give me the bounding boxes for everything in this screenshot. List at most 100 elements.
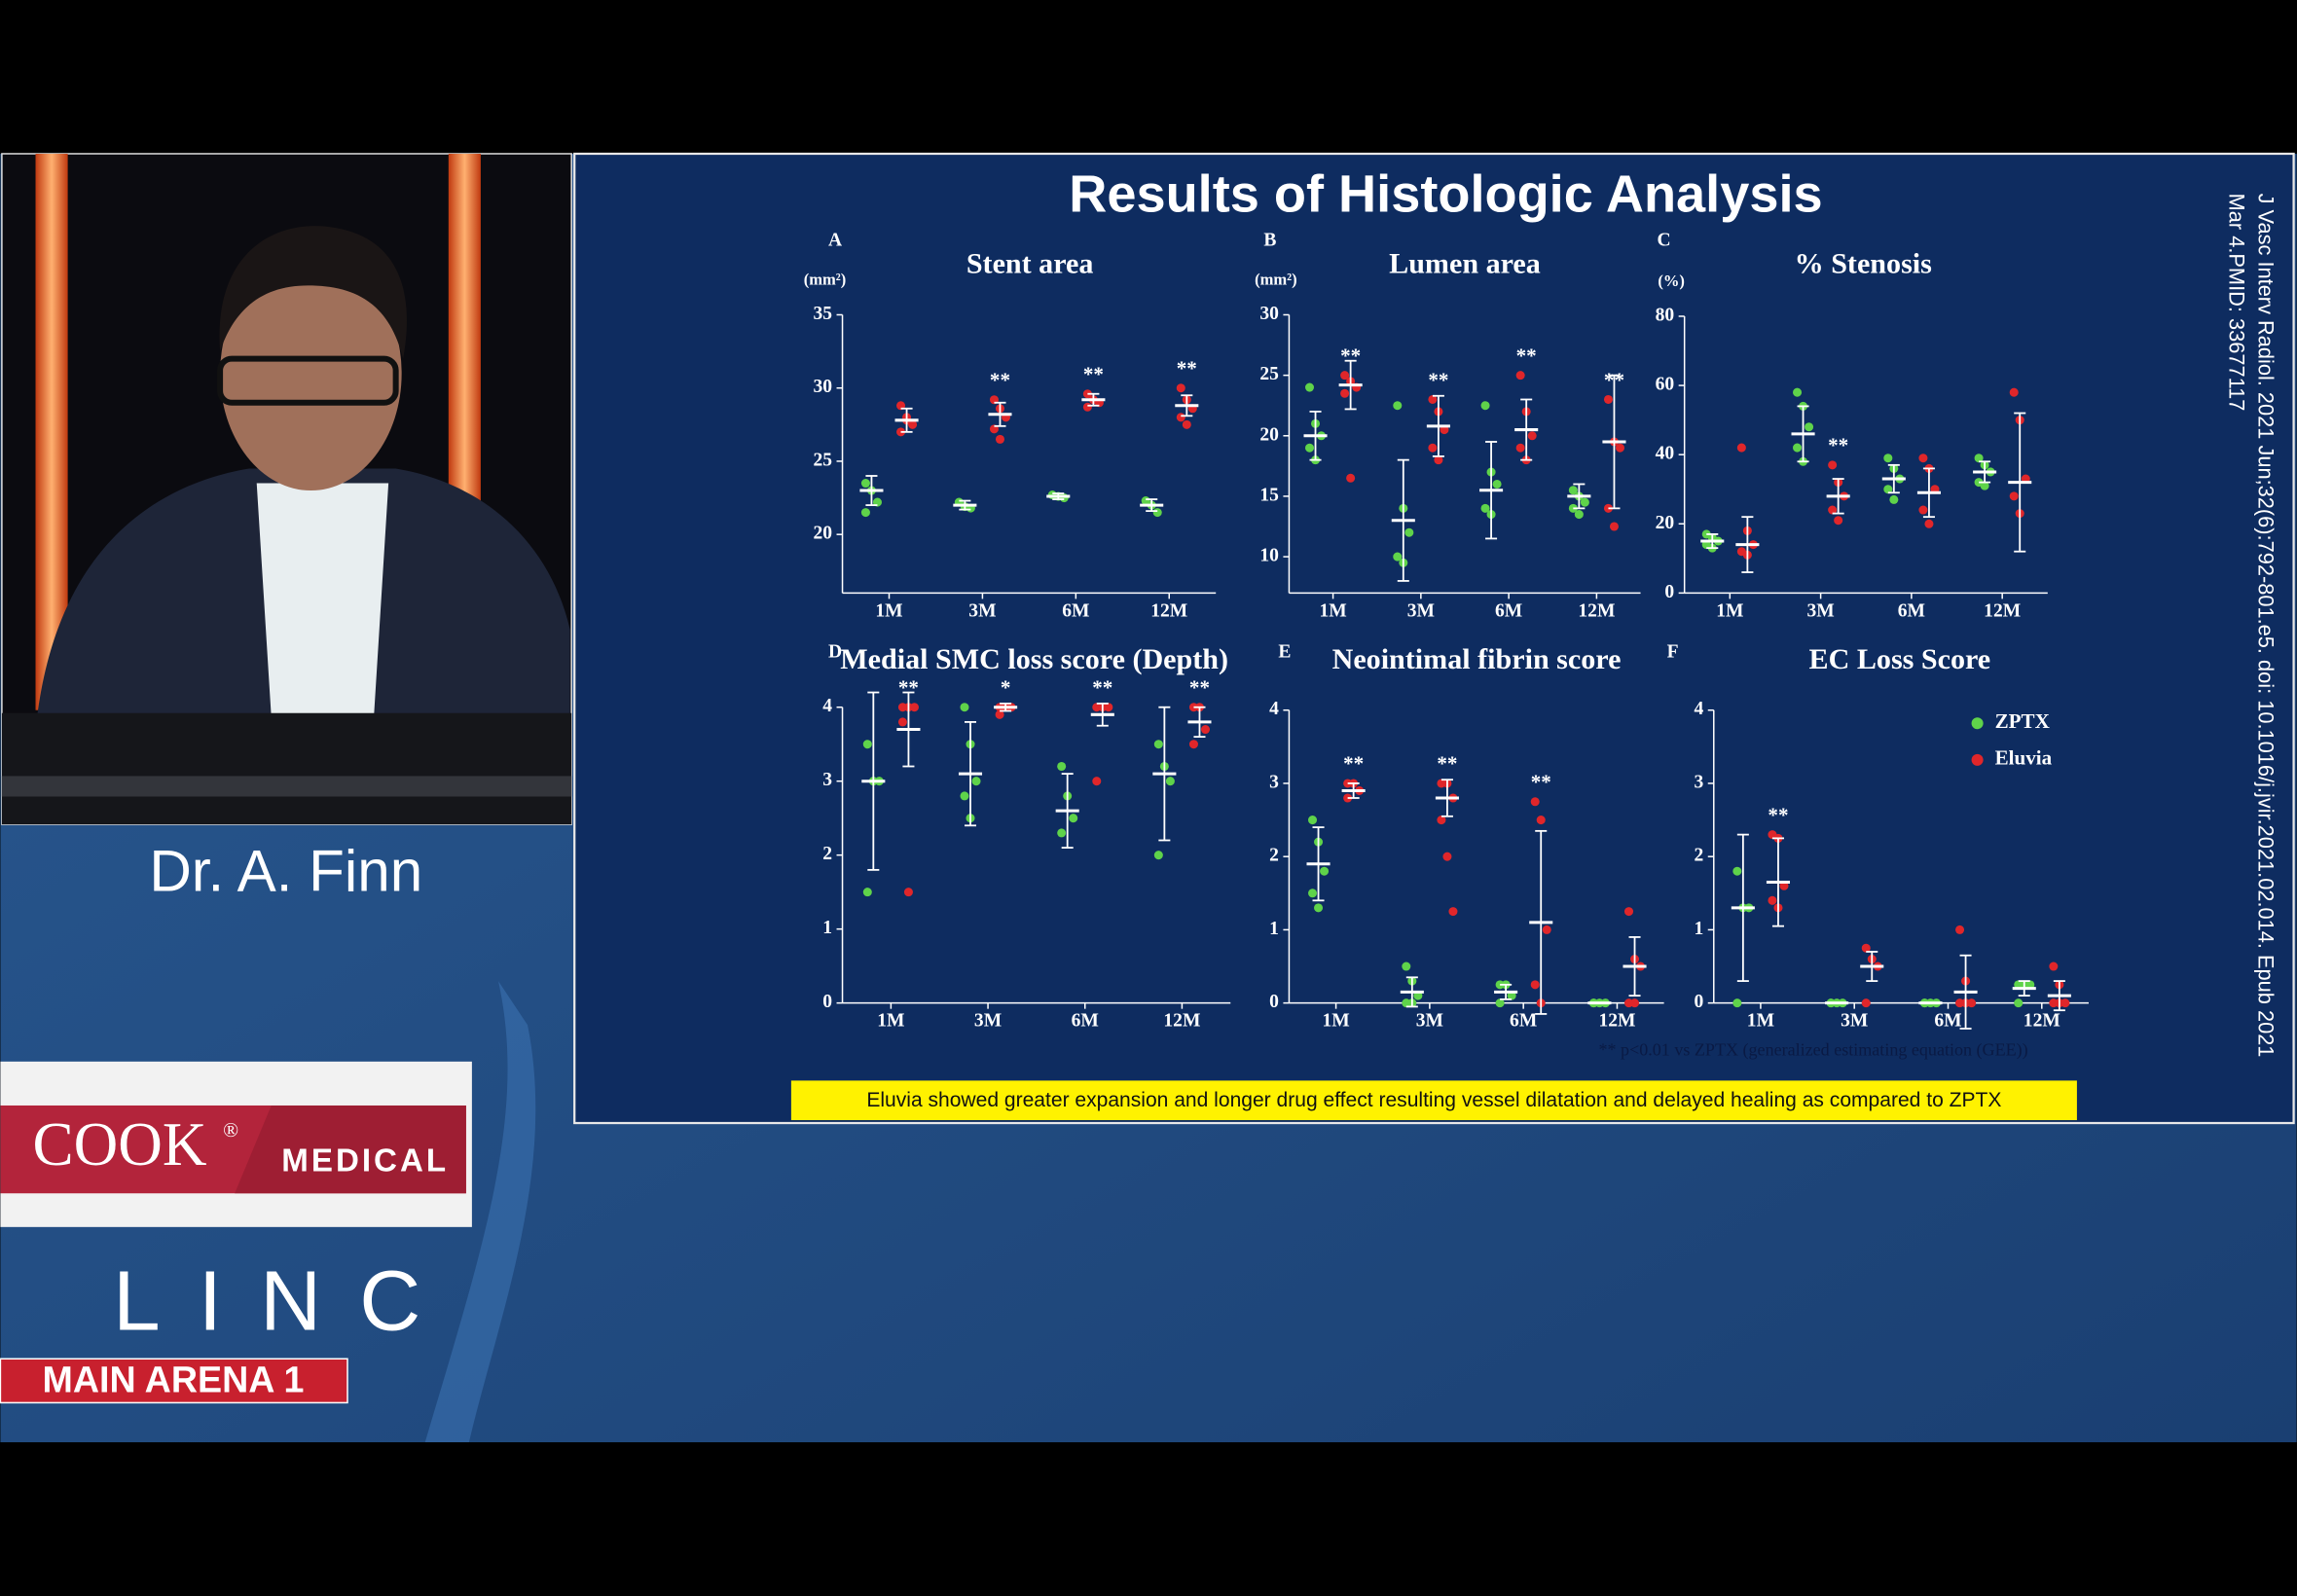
significance: ** [1604,368,1624,391]
data-point [1340,371,1350,381]
axis-unit: (mm²) [1255,271,1297,289]
y-tick-label: 3 [1694,772,1703,792]
data-point [1615,443,1624,453]
chart-title: % Stenosis [1795,247,1932,280]
decor-swoosh [424,981,536,1443]
data-point [1314,903,1324,913]
panel-letter: C [1658,231,1671,251]
y-tick-label: 30 [813,377,832,397]
significance: ** [1516,344,1537,367]
data-point [1918,453,1928,463]
x-tick-label: 3M [1806,600,1834,621]
significance: ** [1428,368,1448,391]
significance: ** [1177,356,1197,380]
data-point [1104,703,1113,712]
logo-sub: MEDICAL [281,1143,449,1179]
data-point [1918,505,1928,515]
y-tick-label: 2 [1269,846,1279,866]
legend-marker [1971,717,1984,730]
x-tick-label: 1M [875,600,902,621]
x-tick-label: 6M [1510,1011,1537,1032]
y-tick-label: 80 [1656,305,1675,325]
data-point [1732,998,1742,1008]
x-tick-label: 6M [1062,600,1089,621]
data-point [1883,485,1893,494]
data-point [862,888,872,897]
panel-letter: D [828,642,842,663]
speaker-name: Dr. A. Finn [149,839,422,904]
data-point [2049,961,2059,971]
data-point [1828,505,1838,515]
x-tick-label: 3M [1407,600,1435,621]
y-tick-label: 2 [822,844,832,864]
data-point [1793,443,1803,453]
significance: ** [898,675,919,699]
data-point [903,888,913,897]
chart-title: Stent area [966,247,1094,280]
data-point [860,479,870,489]
significance: ** [1828,434,1848,457]
data-point [1768,895,1777,905]
data-point [1340,388,1350,398]
data-point [1346,473,1356,483]
legend-label: Eluvia [1995,746,2053,770]
panel-letter: B [1263,231,1276,251]
panel-letter: A [828,231,842,251]
logo-band-right [235,1105,466,1194]
data-point [1834,516,1843,526]
data-point [1057,828,1067,838]
data-point [2009,387,2019,397]
data-point [1448,907,1458,917]
x-tick-label: 3M [1841,1011,1868,1032]
data-point [1153,740,1163,749]
logo-brand: COOK [33,1110,207,1179]
y-tick-label: 10 [1259,546,1279,566]
data-point [1542,925,1551,934]
panel-letter: F [1667,642,1679,663]
data-point [1630,998,1640,1008]
y-tick-label: 60 [1656,375,1675,395]
y-tick-label: 35 [813,304,832,324]
x-tick-label: 12M [1984,600,2021,621]
citation-line: Mar 4.PMID: 33677117 [2225,194,2249,412]
x-tick-label: 1M [877,1011,904,1032]
significance: ** [1437,752,1457,776]
data-point [1536,816,1546,825]
data-point [2009,491,2019,501]
legend-label: ZPTX [1995,709,2050,733]
y-tick-label: 20 [1656,513,1675,533]
data-point [1568,486,1578,495]
data-point [1492,479,1502,490]
summary: Eluvia showed greater expansion and long… [866,1089,2001,1111]
speaker-video [1,153,572,825]
y-tick-label: 1 [1269,919,1279,939]
data-point [995,709,1004,719]
x-tick-label: 12M [1578,600,1615,621]
chart-title: Medial SMC loss score (Depth) [840,642,1228,675]
data-point [1434,455,1443,465]
data-point [1304,443,1315,453]
y-tick-label: 20 [1259,424,1279,445]
axis-unit: (%) [1658,272,1685,290]
x-tick-label: 6M [1898,600,1925,621]
significance: ** [1083,363,1104,386]
y-tick-label: 15 [1259,485,1279,505]
sponsor-logo: COOK ® MEDICAL [0,1061,472,1227]
data-point [1428,394,1438,405]
y-tick-label: 1 [1694,919,1703,939]
y-tick-label: 25 [813,450,832,470]
data-point [1165,777,1175,786]
y-tick-label: 0 [1269,992,1279,1012]
significance: ** [1340,344,1361,367]
data-point [1955,925,1965,934]
data-point [1883,453,1893,463]
significance: * [1001,675,1011,699]
data-point [1092,777,1102,786]
data-point [860,508,870,518]
data-point [1974,453,1984,463]
y-tick-label: 40 [1656,444,1675,464]
significance: ** [1189,675,1210,699]
data-point [1603,394,1613,405]
data-point [1861,943,1871,953]
y-tick-label: 0 [1694,992,1703,1012]
